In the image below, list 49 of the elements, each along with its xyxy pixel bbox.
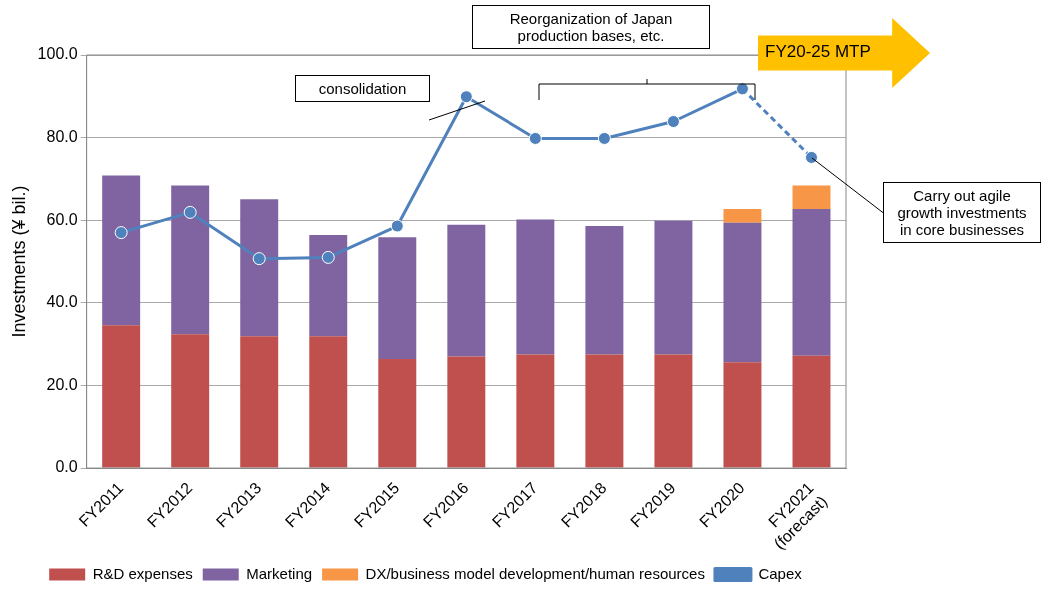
bar [171,185,210,335]
y-tick-label: 80.0 [46,128,78,146]
legend-label: DX/business model development/human resources [365,564,705,582]
bar [171,334,210,468]
y-tick-label: 40.0 [46,293,78,311]
bar [654,354,693,468]
annotation: FY20-25 MTP [765,42,871,62]
bar [447,224,486,357]
bar [102,175,141,326]
bar [447,356,486,468]
text: Reorganization of Japan production bases, etc. [472,5,710,49]
bar [654,220,693,355]
point [114,226,128,240]
bar [585,226,624,355]
bar [240,336,279,468]
point [183,205,197,219]
point [321,250,335,264]
bar [516,219,555,355]
point [252,252,266,266]
bar [792,355,831,468]
y-tick-label: 100.0 [37,45,78,63]
point [390,219,404,233]
bar [309,235,348,337]
legend-label: Marketing [246,564,313,582]
y-tick-label: 60.0 [46,210,78,228]
bar [585,354,624,468]
bar [723,209,762,223]
bar [378,237,417,360]
bar [516,354,555,468]
legend-label: R&D expenses [92,564,193,582]
point [597,131,611,145]
bar [723,362,762,468]
point [666,115,680,128]
legend-label: Capex [758,564,803,582]
bar [240,199,279,337]
bar [309,336,348,468]
point [804,150,818,164]
bar [102,325,141,468]
bar [378,359,417,468]
bar [723,222,762,363]
y-tick-label: 20.0 [46,375,78,393]
bar [792,209,831,356]
bar [792,185,831,210]
y-axis-title: Investments (¥ bil.) [8,185,29,338]
annotation: Carry out agile growth investments in core businesses [883,182,1041,243]
point [528,131,542,145]
y-tick-label: 0.0 [55,458,78,476]
point [459,90,473,104]
annotation: consolidation [295,75,430,102]
